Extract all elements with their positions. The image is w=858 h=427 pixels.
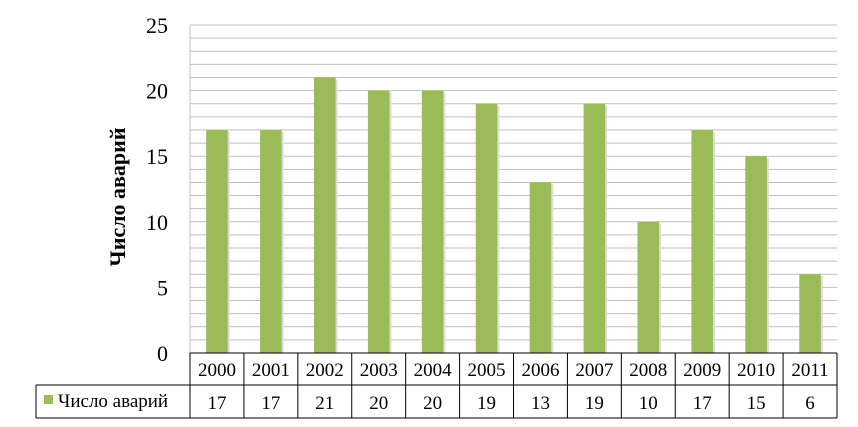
bar xyxy=(367,90,390,353)
x-category-label: 2011 xyxy=(791,360,828,381)
grid-lines xyxy=(189,24,837,354)
data-label: 15 xyxy=(747,393,766,414)
bar xyxy=(314,77,336,353)
bar xyxy=(799,274,821,353)
data-label: 19 xyxy=(585,393,604,414)
bars xyxy=(206,77,823,353)
data-label: 21 xyxy=(315,393,334,414)
x-category-label: 2008 xyxy=(629,360,667,381)
data-table: 2000 2001 2002 2003 2004 2005 2006 2007 2008 2009… xyxy=(35,352,838,419)
data-label: 17 xyxy=(693,393,712,414)
y-axis-ticks: 0 5 10 15 20 25 xyxy=(146,13,168,366)
x-category-label: 2001 xyxy=(252,360,290,381)
y-tick-label: 10 xyxy=(146,210,168,235)
legend-label: Число аварий xyxy=(58,391,168,412)
data-label: 10 xyxy=(639,393,658,414)
data-label: 13 xyxy=(531,393,550,414)
bar xyxy=(421,90,444,353)
bar xyxy=(529,182,552,353)
bar xyxy=(691,129,713,353)
x-category-label: 2006 xyxy=(521,360,559,381)
bar xyxy=(475,103,498,353)
data-label: 20 xyxy=(369,393,388,414)
x-category-label: 2000 xyxy=(198,360,236,381)
data-label: 17 xyxy=(207,393,226,414)
data-label: 19 xyxy=(477,393,496,414)
x-category-label: 2007 xyxy=(575,360,613,381)
y-tick-label: 25 xyxy=(146,13,168,38)
x-category-label: 2005 xyxy=(468,360,506,381)
x-category-label: 2004 xyxy=(414,360,453,381)
bar xyxy=(745,156,767,353)
bar xyxy=(206,129,228,353)
bar xyxy=(583,103,606,353)
y-tick-label: 15 xyxy=(146,144,168,169)
x-category-label: 2003 xyxy=(360,360,398,381)
bar xyxy=(260,129,282,353)
data-label: 6 xyxy=(805,393,815,414)
data-label: 20 xyxy=(423,393,442,414)
x-category-label: 2002 xyxy=(306,360,344,381)
y-tick-label: 5 xyxy=(157,275,168,300)
y-tick-label: 20 xyxy=(146,79,168,104)
y-tick-label: 0 xyxy=(157,341,168,366)
y-axis-label: Число аварий xyxy=(105,127,130,266)
data-label: 17 xyxy=(261,393,280,414)
bar xyxy=(637,221,660,353)
x-category-label: 2010 xyxy=(737,360,775,381)
x-category-label: 2009 xyxy=(683,360,721,381)
legend-swatch xyxy=(44,395,53,404)
